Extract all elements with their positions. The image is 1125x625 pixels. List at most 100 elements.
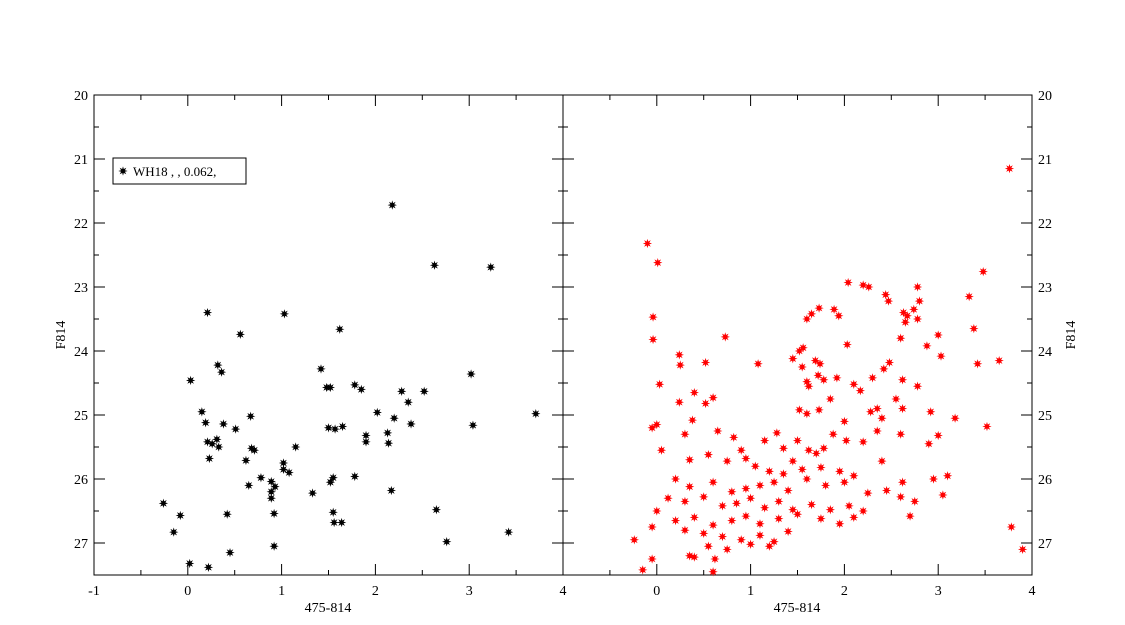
legend-box [112,157,247,185]
right-data-point [647,554,657,564]
right-data-point [774,496,784,507]
left-data-point [389,413,399,423]
right-x-tick-label: 2 [841,584,848,599]
right-data-point [926,407,936,417]
right-data-point [825,505,835,515]
right-data-point [663,493,673,503]
right-data-point [879,364,889,374]
right-data-point [863,488,873,498]
right-data-point [938,490,948,500]
right-data-point [897,403,908,414]
right-data-point [727,515,737,526]
right-data-point [798,343,808,353]
right-data-point [774,514,784,524]
right-data-point [699,528,709,539]
right-data-point [731,498,742,508]
left-y-tick-label: 27 [74,537,88,552]
right-data-point [708,477,718,487]
right-data-point [972,359,983,369]
right-data-point [675,360,685,370]
right-data-point [648,334,658,345]
right-data-point [816,514,826,524]
left-data-point [249,445,260,455]
left-data-point [350,380,360,390]
left-data-point [185,558,195,569]
left-data-point [325,477,336,487]
right-data-point [760,503,770,513]
right-data-point [891,394,901,404]
right-data-point [769,477,779,487]
right-data-point [832,373,842,383]
right-data-point [680,525,690,535]
right-data-point [819,443,829,453]
right-data-point [942,471,953,481]
left-data-point [406,419,416,429]
left-data-point [222,509,232,519]
right-ticks [563,94,1033,575]
right-data-point [788,354,798,364]
right-data-point [708,393,718,403]
right-data-point [881,290,891,300]
right-data-point [670,474,681,484]
left-y-axis-label: F814 [54,321,69,350]
left-data-point [468,420,478,430]
right-data-point [764,466,775,476]
right-data-point [877,456,887,466]
right-data-point [741,483,751,494]
left-data-point [278,464,289,475]
legend-marker-star [118,166,128,176]
right-data-point [700,357,711,368]
right-data-point [703,541,714,551]
right-data-point [884,357,895,368]
right-data-point [872,426,882,436]
right-data-point [783,526,793,537]
left-data-point [256,473,266,483]
right-data-point [804,381,814,391]
left-data-point [329,517,339,528]
right-data-point [897,375,908,385]
left-data-point [531,409,541,419]
right-data-point [815,359,825,369]
right-x-tick-label: 0 [653,584,660,599]
right-data-point [819,375,829,385]
right-data-point [933,330,943,340]
right-data-point [656,445,667,455]
left-data-point [244,480,254,491]
left-data-point [213,360,223,370]
left-data-point [202,307,213,318]
right-data-point [736,445,746,455]
right-data-point [642,238,653,249]
left-data-point [291,442,301,452]
right-data-point [788,456,798,466]
left-data-point [356,384,366,395]
right-data-point [684,482,695,492]
right-data-point [750,461,760,471]
left-data-point [325,382,336,393]
right-data-point [922,341,932,351]
left-data-point [330,424,340,434]
left-data-point [235,329,245,340]
left-data-point [419,386,429,396]
right-data-point [814,303,824,313]
left-y-tick-label: 21 [74,153,88,168]
right-data-point [897,477,908,487]
left-data-point [372,407,382,418]
right-data-point [794,405,805,415]
left-data-point [266,476,276,487]
right-data-point [849,471,859,481]
right-data-point [689,512,699,523]
right-data-point [674,397,684,407]
left-data-point [403,397,413,407]
left-data-point [216,367,227,377]
right-y-tick-label: 26 [1038,473,1052,488]
right-data-point [804,445,814,455]
left-data-point [197,407,207,417]
left-data-point [269,541,279,551]
right-y-tick-label: 23 [1038,281,1052,296]
left-data-point [200,418,211,428]
right-data-point [755,480,765,491]
right-data-point [912,381,923,391]
left-data-point [382,428,393,438]
right-data-point [1004,163,1015,174]
